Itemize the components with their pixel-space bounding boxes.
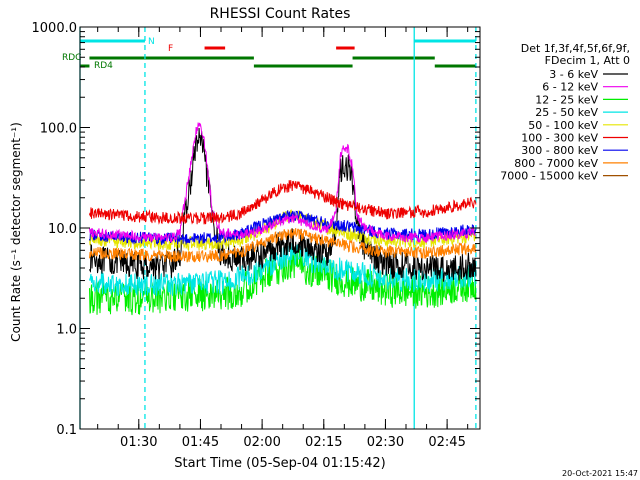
series-line-3-6-kev — [89, 127, 477, 282]
flag-label-rd4: RD4 — [94, 61, 113, 71]
x-tick-label: 02:00 — [243, 435, 280, 450]
legend-label-7000-15000-kev: 7000 - 15000 keV — [500, 170, 598, 183]
x-tick-label: 01:45 — [182, 435, 219, 450]
legend-label-100-300-kev: 100 - 300 keV — [521, 132, 598, 145]
plot-timestamp: 20-Oct-2021 15:47 — [562, 469, 638, 478]
y-axis: 0.1 1.0 10.0 100.0 1000.0 — [32, 21, 480, 438]
legend: Det 1f,3f,4f,5f,6f,9f, FDecim 1, Att 0 3… — [500, 42, 630, 183]
legend-label-300-800-kev: 300 - 800 keV — [521, 144, 598, 157]
x-tick-label: 02:30 — [367, 435, 404, 450]
x-tick-label: 02:15 — [305, 435, 342, 450]
legend-label-3-6-kev: 3 - 6 keV — [549, 68, 598, 81]
legend-label-12-25-kev: 12 - 25 keV — [535, 93, 598, 106]
y-tick-label: 0.1 — [56, 423, 77, 438]
legend-label-6-12-kev: 6 - 12 keV — [542, 81, 598, 94]
attenuator-markers — [79, 27, 477, 429]
y-tick-label: 100.0 — [40, 122, 77, 137]
legend-header-line-2: FDecim 1, Att 0 — [545, 54, 630, 67]
y-tick-label: 1000.0 — [32, 21, 78, 36]
series-line-100-300-kev — [89, 180, 477, 225]
x-axis-label: Start Time (05-Sep-04 01:15:42) — [174, 456, 385, 471]
legend-label-25-50-kev: 25 - 50 keV — [535, 106, 598, 119]
series-line-12-25-kev — [89, 246, 477, 316]
legend-label-800-7000-kev: 800 - 7000 keV — [514, 157, 598, 170]
series-line-6-12-kev — [89, 122, 476, 243]
y-tick-label: 1.0 — [56, 323, 77, 338]
legend-header-line-1: Det 1f,3f,4f,5f,6f,9f, — [521, 42, 630, 55]
y-axis-label: Count Rate (s⁻¹ detector segment⁻¹) — [9, 122, 23, 342]
instrument-flags: N F RDC RD4 — [62, 37, 476, 71]
x-axis: 01:30 01:45 02:00 02:15 02:30 02:45 — [97, 27, 469, 450]
legend-label-50-100-kev: 50 - 100 keV — [528, 119, 598, 132]
flag-label-n: N — [148, 37, 155, 47]
series-lines — [89, 122, 477, 316]
x-tick-label: 02:45 — [428, 435, 465, 450]
x-tick-label: 01:30 — [120, 435, 157, 450]
chart-title: RHESSI Count Rates — [210, 6, 351, 22]
y-tick-label: 10.0 — [48, 222, 77, 237]
flag-label-rdc: RDC — [62, 53, 81, 63]
series-line-800-7000-kev — [89, 227, 477, 263]
plot-frame — [79, 26, 481, 430]
flag-label-f: F — [168, 44, 173, 54]
